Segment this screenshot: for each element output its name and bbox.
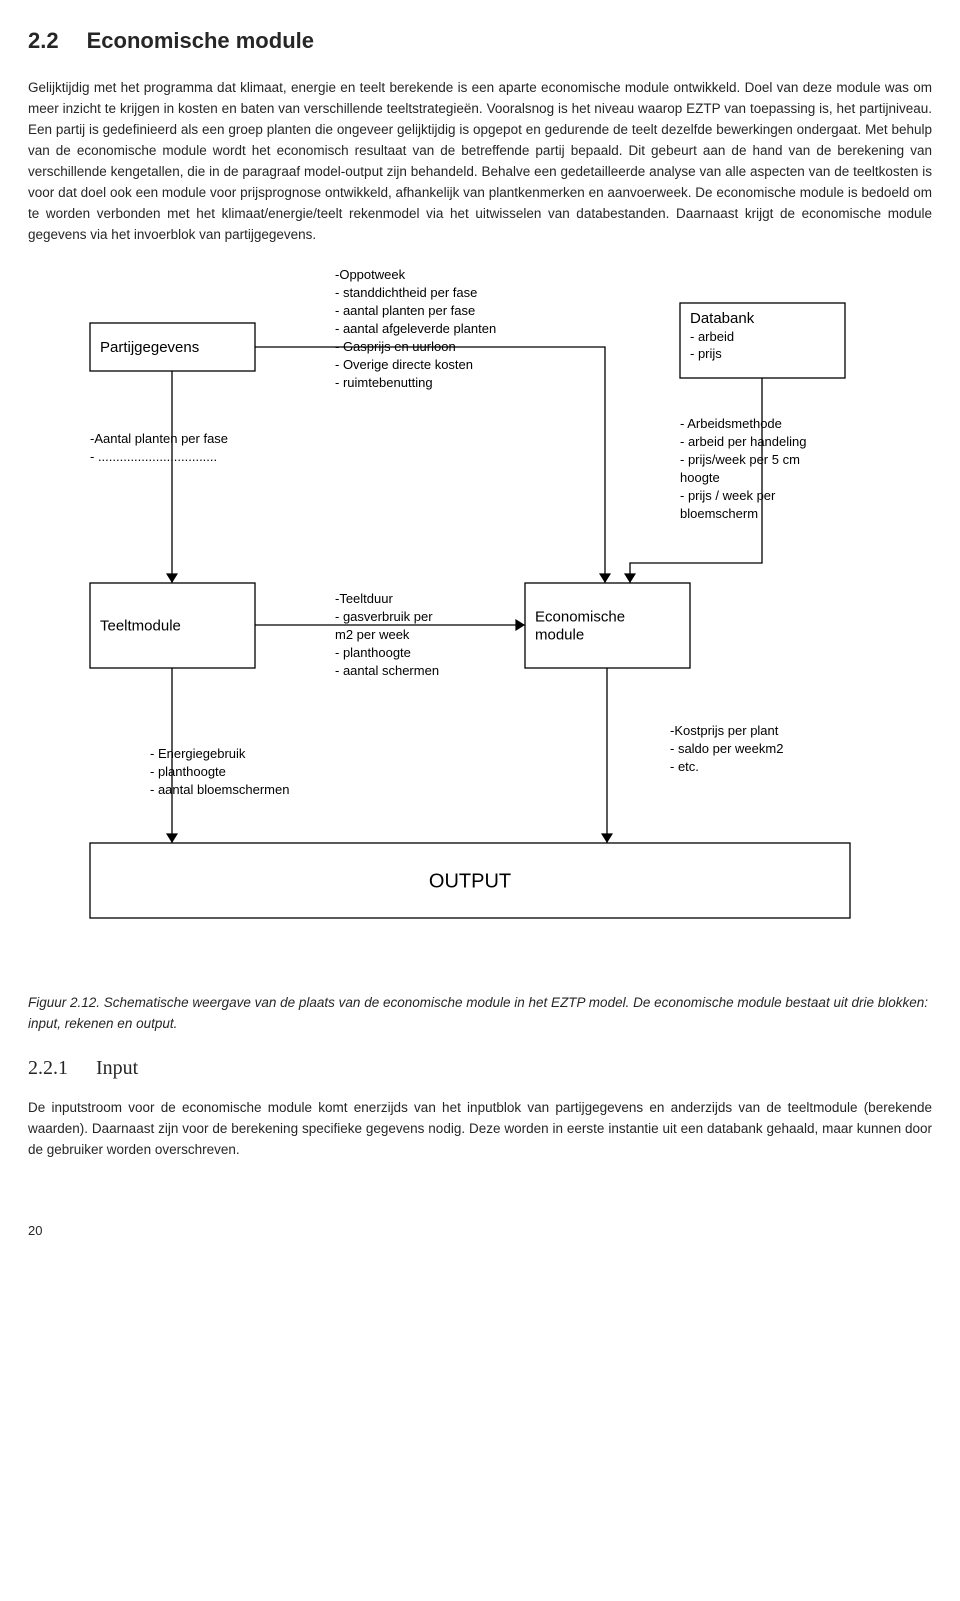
svg-text:Teeltmodule: Teeltmodule [100,618,181,635]
svg-text:Partijgegevens: Partijgegevens [100,339,199,356]
svg-text:bloemscherm: bloemscherm [680,506,758,521]
svg-text:- planthoogte: - planthoogte [150,764,226,779]
svg-text:- Gasprijs en uurloon: - Gasprijs en uurloon [335,339,456,354]
svg-text:- aantal afgeleverde planten: - aantal afgeleverde planten [335,321,496,336]
svg-text:- ruimtebenutting: - ruimtebenutting [335,375,433,390]
diagram-container: Partijgegevens Teeltmodule Economischemodu… [28,263,932,963]
svg-text:- etc.: - etc. [670,759,699,774]
svg-text:- planthoogte: - planthoogte [335,645,411,660]
svg-text:m2 per week: m2 per week [335,627,410,642]
svg-text:- aantal bloemschermen: - aantal bloemschermen [150,782,289,797]
figure-caption: Figuur 2.12. Schematische weergave van d… [28,993,932,1035]
svg-text:- prijs: - prijs [690,346,722,361]
svg-text:- ............................: - ................................. [90,449,217,464]
section-number: 2.2 [28,28,59,53]
subsection-heading: 2.2.1 Input [28,1053,932,1084]
page-number: 20 [28,1221,932,1241]
svg-text:- Energiegebruik: - Energiegebruik [150,746,246,761]
svg-text:-Kostprijs per plant: -Kostprijs per plant [670,723,779,738]
svg-text:- aantal planten per fase: - aantal planten per fase [335,303,475,318]
svg-text:- arbeid per handeling: - arbeid per handeling [680,434,806,449]
svg-text:Databank: Databank [690,310,755,327]
svg-text:- Arbeidsmethode: - Arbeidsmethode [680,416,782,431]
svg-text:- prijs / week per: - prijs / week per [680,488,776,503]
svg-text:- saldo per weekm2: - saldo per weekm2 [670,741,783,756]
svg-text:OUTPUT: OUTPUT [429,871,511,893]
svg-text:hoogte: hoogte [680,470,720,485]
section-heading: 2.2 Economische module [28,24,932,58]
flowchart-diagram: Partijgegevens Teeltmodule Economischemodu… [60,263,900,963]
svg-text:-Aantal planten per fase: -Aantal planten per fase [90,431,228,446]
svg-text:- standdichtheid per fase: - standdichtheid per fase [335,285,477,300]
svg-text:-Oppotweek: -Oppotweek [335,267,406,282]
svg-text:- gasverbruik per: - gasverbruik per [335,609,433,624]
svg-text:- aantal schermen: - aantal schermen [335,663,439,678]
svg-text:- prijs/week per 5 cm: - prijs/week per 5 cm [680,452,800,467]
section-title: Economische module [87,28,314,53]
subsection-number: 2.2.1 [28,1057,68,1079]
paragraph-2: De inputstroom voor de economische modul… [28,1098,932,1161]
paragraph-1: Gelijktijdig met het programma dat klima… [28,78,932,245]
svg-text:-Teeltduur: -Teeltduur [335,591,393,606]
svg-text:- arbeid: - arbeid [690,329,734,344]
svg-text:Economische: Economische [535,609,625,626]
svg-text:module: module [535,627,584,644]
svg-text:- Overige directe kosten: - Overige directe kosten [335,357,473,372]
subsection-title: Input [96,1057,138,1079]
